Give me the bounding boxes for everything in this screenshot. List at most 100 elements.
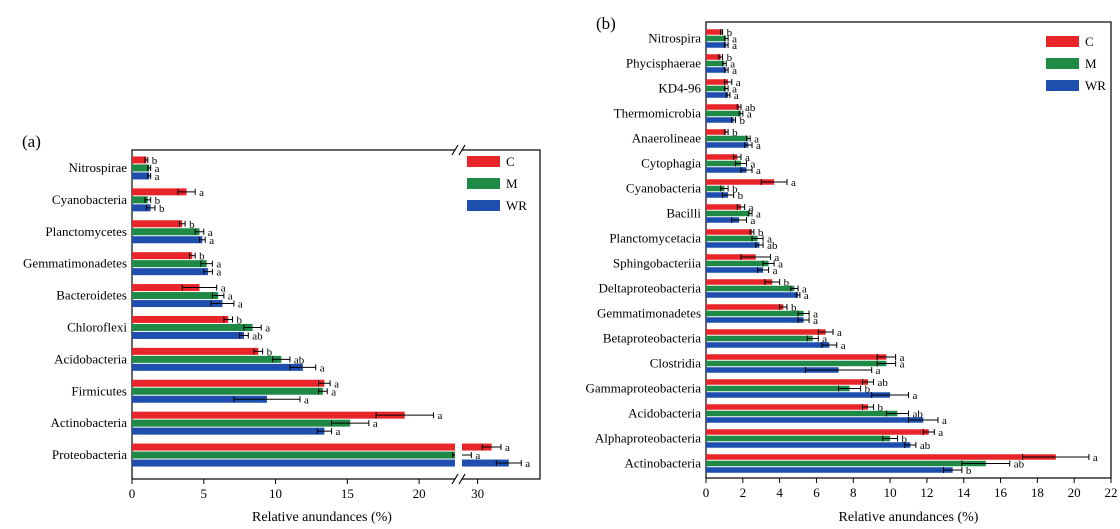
bar-actinobacteria-wr [706, 467, 953, 473]
error-bar-thermomicrobia-m [738, 110, 744, 117]
significance-label-gammaproteobacteria-wr: a [913, 390, 918, 402]
legend-label-wr: WR [1085, 78, 1106, 93]
bar-actinobacteria-c [132, 411, 405, 419]
error-bar-nitrospira-m [723, 35, 729, 42]
error-bar-thermomicrobia-wr [731, 117, 736, 123]
significance-label-nitrospirae-m: a [155, 163, 160, 175]
error-bar-deltaproteobacteria-m [790, 285, 799, 292]
bar-betaproteobacteria-c [706, 329, 826, 335]
category-label-gemmatimonadetes: Gemmatimonadetes [23, 256, 127, 271]
error-bar-cytophagia-c [733, 154, 742, 160]
legend-swatch-wr [467, 200, 500, 211]
error-bar-betaproteobacteria-m [806, 335, 819, 342]
significance-label-bacilli-m: a [756, 209, 761, 221]
error-bar-phycisphaerae-wr [723, 67, 729, 73]
bar-thermomicrobia-m [706, 110, 741, 117]
x-tick-label: 4 [776, 485, 783, 500]
significance-label-phycisphaerae-c: b [727, 52, 733, 64]
bar-gemmatimonadetes-m [132, 260, 207, 268]
category-label-gemmatimonadetes: Gemmatimonadetes [597, 306, 701, 321]
bar-phycisphaerae-c [706, 54, 721, 60]
significance-label-cyanobacteria-m: b [732, 184, 738, 196]
significance-label-acidobacteria-m: ab [913, 409, 924, 421]
error-bar-planctomycetes-wr [198, 236, 206, 243]
error-bar-bacilli-c [736, 204, 746, 210]
significance-label-gemmatimonadetes-wr: a [216, 267, 221, 279]
legend-label-wr: WR [506, 198, 527, 213]
error-bar-phycisphaerae-c [718, 54, 724, 60]
significance-label-anaerolineae-wr: a [756, 140, 761, 152]
bar-bacilli-m [706, 210, 751, 217]
error-bar-actinobacteria-wr [316, 428, 333, 435]
break-slash-bottom [451, 473, 459, 485]
error-bar-chloroflexi-wr [239, 332, 249, 339]
x-tick-label: 5 [201, 486, 208, 501]
category-label-planctomycetacia: Planctomycetacia [609, 231, 701, 246]
significance-label-planctomycetacia-m: a [767, 234, 772, 246]
category-label-bacteroidetes: Bacteroidetes [56, 288, 127, 303]
x-tick-label: 6 [813, 485, 820, 500]
break-slash-top [458, 144, 466, 156]
error-bar-clostridia-wr [804, 367, 873, 373]
significance-label-thermomicrobia-wr: b [739, 115, 745, 127]
bar-betaproteobacteria-wr [706, 342, 830, 348]
x-tick-label: 0 [703, 485, 710, 500]
significance-label-thermomicrobia-c: ab [745, 102, 756, 114]
legend-swatch-c [1046, 36, 1079, 47]
error-bar-alphaproteobacteria-wr [904, 442, 917, 448]
category-label-acidobacteria: Acidobacteria [54, 351, 127, 366]
significance-label-thermomicrobia-m: a [747, 109, 752, 121]
significance-label-chloroflexi-c: b [236, 314, 242, 326]
significance-label-sphingobacteriia-c: a [774, 252, 779, 264]
error-bar-gammaproteobacteria-wr [871, 392, 909, 398]
significance-label-firmicutes-wr: a [304, 394, 309, 406]
significance-label-planctomycetacia-c: b [758, 227, 764, 239]
significance-label-firmicutes-m: a [331, 386, 336, 398]
x-tick-label: 10 [269, 486, 282, 501]
x-tick-label: 14 [957, 485, 971, 500]
legend-label-c: C [1085, 34, 1094, 49]
legend-label-c: C [506, 154, 515, 169]
significance-label-cytophagia-wr: a [756, 165, 761, 177]
legend-swatch-c [467, 156, 500, 167]
significance-label-gemmatimonadetes-m: a [813, 309, 818, 321]
error-bar-actinobacteria-c [1022, 454, 1090, 460]
bar-acidobacteria-wr [132, 363, 303, 371]
bar-nitrospira-m [706, 35, 727, 42]
error-bar-clostridia-m [876, 360, 897, 367]
error-bar-nitrospira-wr [723, 42, 729, 48]
significance-label-betaproteobacteria-c: a [837, 327, 842, 339]
bar-anaerolineae-m [706, 135, 749, 142]
bar-actinobacteria-wr [132, 427, 325, 435]
bar-nitrospirae-c [132, 156, 147, 164]
error-bar-proteobacteria-wr [495, 460, 522, 467]
error-bar-gemmatimonadetes-m [200, 260, 213, 267]
x-tick-label: 18 [1031, 485, 1044, 500]
error-bar-alphaproteobacteria-c [922, 429, 935, 435]
bar-clostridia-c [706, 354, 887, 360]
bar-nitrospirae-m [132, 164, 150, 172]
significance-label-bacteroidetes-m: a [228, 291, 233, 303]
error-bar-cyanobacteria-m [144, 196, 152, 203]
error-bar-cyanobacteria-m [720, 185, 729, 192]
bar-bacteroidetes-m [132, 292, 219, 300]
error-bar-anaerolineae-c [723, 129, 729, 135]
bar-anaerolineae-wr [706, 142, 749, 148]
category-label-actinobacteria: Actinobacteria [50, 415, 127, 430]
category-label-nitrospirae: Nitrospirae [69, 160, 128, 175]
x-tick-label: 20 [1068, 485, 1081, 500]
error-bar-kd4-96-wr [725, 92, 731, 98]
error-bar-bacilli-m [747, 210, 753, 217]
significance-label-actinobacteria-c: a [437, 410, 442, 422]
bar-planctomycetacia-wr [706, 242, 760, 248]
bar-gemmatimonadetes-c [706, 304, 784, 310]
bar-actinobacteria-m [706, 460, 986, 467]
significance-label-cyanobacteria-c: a [199, 187, 204, 199]
bar-bacteroidetes-wr [132, 300, 223, 308]
bar-acidobacteria-m [706, 410, 898, 417]
bar-phycisphaerae-m [706, 60, 725, 67]
error-bar-gemmatimonadetes-wr [797, 317, 810, 323]
x-tick-label: 30 [471, 486, 484, 501]
bar-cyanobacteria-c [706, 179, 775, 185]
